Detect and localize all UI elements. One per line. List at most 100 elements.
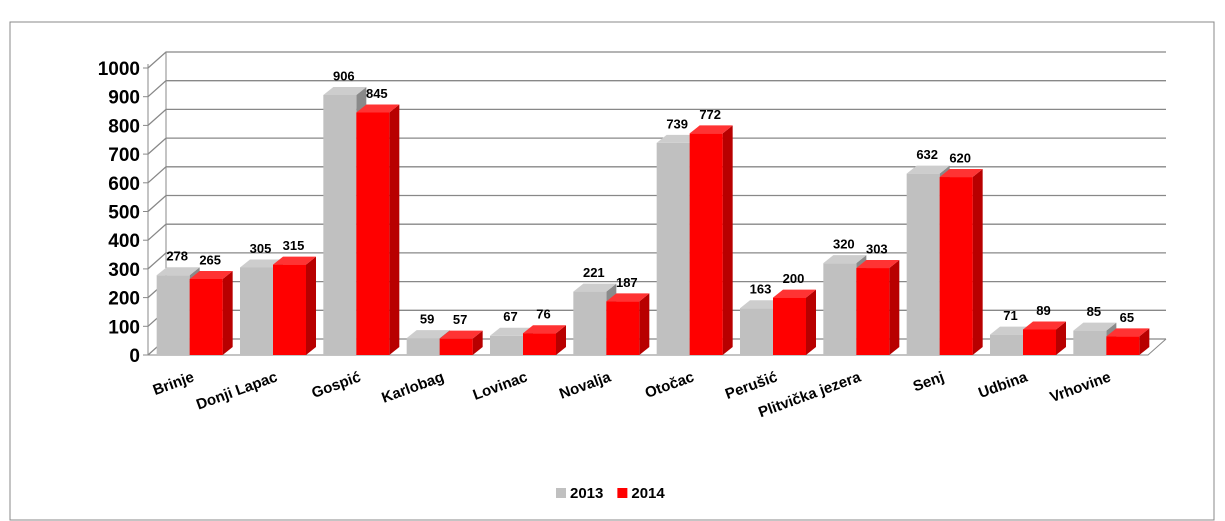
bar-top xyxy=(1106,328,1150,337)
value-label: 221 xyxy=(583,265,605,280)
bar-top xyxy=(939,169,983,178)
bar-top xyxy=(490,327,533,336)
legend-swatch xyxy=(617,488,628,498)
value-label: 315 xyxy=(283,238,305,253)
bar-top xyxy=(606,293,650,302)
bar-front xyxy=(990,334,1023,355)
bar-top xyxy=(240,259,283,268)
grid-line xyxy=(147,194,1166,212)
bar-side xyxy=(889,260,900,355)
value-label: 71 xyxy=(1003,308,1017,323)
bar-top xyxy=(523,325,566,334)
y-tick-label: 800 xyxy=(108,116,140,137)
bar-front xyxy=(439,338,473,355)
bar xyxy=(273,256,316,355)
bar-side xyxy=(722,125,733,355)
bar-front xyxy=(856,268,890,355)
bar-top xyxy=(273,256,316,265)
bar-front xyxy=(1073,330,1107,355)
y-tick-label: 200 xyxy=(108,289,140,310)
value-label: 906 xyxy=(333,68,355,83)
y-tick-label: 1000 xyxy=(98,59,140,80)
bar-front xyxy=(406,338,440,355)
bar-top xyxy=(573,283,617,292)
bar-front xyxy=(939,177,973,355)
bar xyxy=(1023,321,1066,355)
bar-top xyxy=(906,165,950,174)
value-label: 76 xyxy=(536,307,550,322)
value-label: 278 xyxy=(166,249,188,264)
value-label: 845 xyxy=(366,86,388,101)
value-label: 85 xyxy=(1087,304,1101,319)
bar-top xyxy=(740,300,783,309)
value-label: 89 xyxy=(1036,303,1050,318)
bar-side xyxy=(472,330,483,355)
grid-line xyxy=(147,137,1166,155)
y-tick-label: 300 xyxy=(108,260,140,281)
bar-front xyxy=(356,112,390,355)
bar xyxy=(606,293,650,355)
bar-top xyxy=(356,104,400,113)
bar xyxy=(689,125,733,355)
bar-side xyxy=(556,325,566,355)
grid-line xyxy=(147,223,1166,241)
grid-line xyxy=(147,252,1166,270)
bar-front xyxy=(240,267,273,355)
y-tick-label: 600 xyxy=(108,174,140,195)
bar-top xyxy=(323,86,367,95)
bar-side xyxy=(389,104,400,355)
bar-top xyxy=(990,326,1033,335)
bar-top xyxy=(689,125,733,134)
bar-side xyxy=(1056,321,1066,355)
bar-front xyxy=(1023,329,1056,355)
y-tick-label: 900 xyxy=(108,88,140,109)
bar xyxy=(1106,328,1150,355)
value-label: 59 xyxy=(420,312,434,327)
bar-top xyxy=(439,330,483,339)
bar-front xyxy=(656,142,690,355)
y-tick-label: 700 xyxy=(108,145,140,166)
floor xyxy=(148,338,1167,356)
grid-line xyxy=(147,108,1166,126)
bar-front xyxy=(323,94,357,355)
legend-label: 2013 xyxy=(570,485,603,502)
bar-front xyxy=(490,335,523,355)
bar-front xyxy=(740,308,773,355)
bar xyxy=(356,104,400,355)
bar xyxy=(939,169,983,355)
bar-front xyxy=(773,297,806,355)
bar-front xyxy=(906,173,940,355)
bar-top xyxy=(773,289,816,298)
grid-line xyxy=(147,80,1166,98)
bar-front xyxy=(523,333,556,355)
bar xyxy=(773,289,816,355)
bar-side xyxy=(806,289,816,355)
value-label: 632 xyxy=(916,147,938,162)
value-label: 739 xyxy=(666,116,688,131)
bar xyxy=(439,330,483,355)
value-label: 67 xyxy=(503,309,517,324)
bar xyxy=(856,260,900,355)
bar-top xyxy=(656,134,700,143)
bar-top xyxy=(823,255,867,264)
bar-front xyxy=(156,275,190,355)
y-tick-label: 500 xyxy=(108,203,140,224)
bar-side xyxy=(306,256,316,355)
bar-side xyxy=(972,169,983,355)
bar-front xyxy=(689,133,723,355)
bar-top xyxy=(156,267,200,276)
value-label: 320 xyxy=(833,237,855,252)
y-tick-label: 0 xyxy=(129,346,140,367)
legend-swatch xyxy=(556,488,566,498)
bar-front xyxy=(606,301,640,355)
bar-side xyxy=(639,293,650,355)
grid-line xyxy=(147,51,1166,69)
legend-label: 2014 xyxy=(631,485,665,502)
bar-top xyxy=(856,260,900,269)
bar-top xyxy=(1023,321,1066,330)
value-label: 305 xyxy=(250,241,272,256)
bar xyxy=(523,325,566,355)
value-label: 163 xyxy=(750,282,772,297)
value-label: 187 xyxy=(616,275,638,290)
